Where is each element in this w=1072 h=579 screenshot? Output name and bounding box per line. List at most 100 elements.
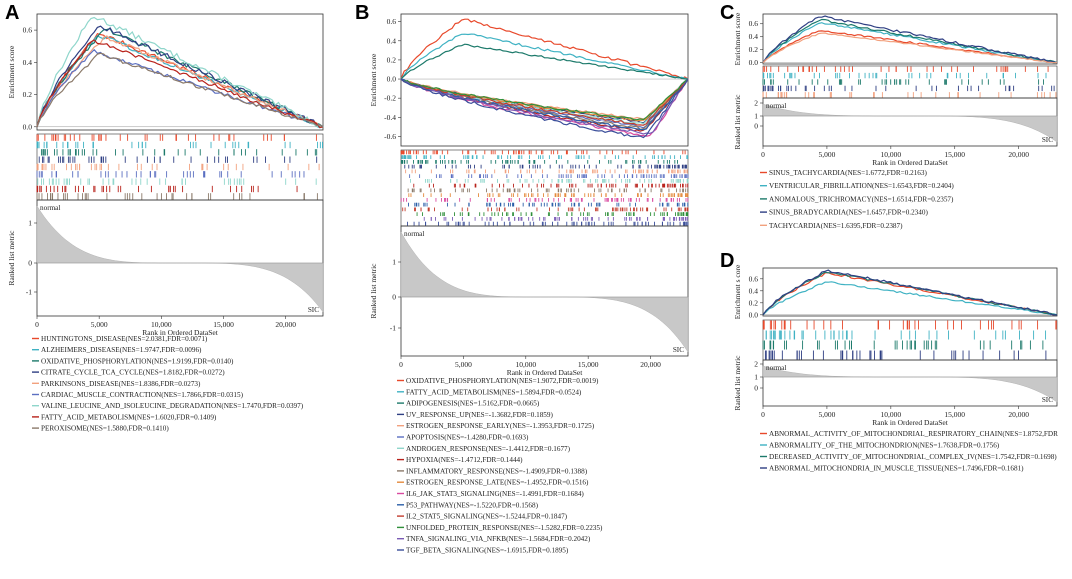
es-curve-16 xyxy=(400,78,689,139)
xlabel: Rank in Ordered DataSet xyxy=(872,418,949,427)
es-ytick-label: 0.2 xyxy=(387,55,397,64)
panel-a-ranked-metric: 1 0 -1 Ranked list metric normal SIC 0 5,000 10,… xyxy=(7,199,324,337)
rank-ylabel: Ranked list metric xyxy=(733,355,742,411)
rank-ytick-label: 2 xyxy=(754,360,758,369)
panel-a-legend: HUNTINGTONS_DISEASE(NES=2.0381,FDR=0.007… xyxy=(32,335,304,433)
es-ytick-label: 0.0 xyxy=(387,75,397,84)
xtick-label: 15,000 xyxy=(944,150,965,159)
panel-d: D 0.6 0.4 0.2 0.0 Enrichment s core 2 1 0 Ranke… xyxy=(720,250,1058,473)
panel-c-es-plot: 0.6 0.4 0.2 0.0 Enrichment score xyxy=(733,12,1058,67)
rank-ytick-label: 0 xyxy=(754,122,758,131)
es-curve-5 xyxy=(762,32,1057,64)
es-curve-2 xyxy=(762,281,1058,316)
legend-entry: OXIDATIVE_PHOSPHORYLATION(NES=1.9072,FDR… xyxy=(406,377,599,385)
rank-top-label: normal xyxy=(404,230,424,238)
es-ylabel: Enrichment score xyxy=(733,12,742,65)
rank-ytick-label: -1 xyxy=(390,324,396,333)
xtick-label: 15,000 xyxy=(944,410,965,419)
panel-a: A 0.0 0.2 0.4 0.6 Enrichment score 1 0 -1 Ranke… xyxy=(5,2,324,433)
legend-entry: ESTROGEN_RESPONSE_LATE(NES=-1.4952,FDR=0… xyxy=(406,479,589,487)
legend-entry: ANOMALOUS_TRICHROMACY(NES=1.6514,FDR=0.2… xyxy=(769,195,954,203)
panel-a-es-plot: 0.0 0.2 0.4 0.6 Enrichment score xyxy=(7,13,324,131)
legend-entry: VALINE_LEUCINE_AND_ISOLEUCINE_DEGRADATIO… xyxy=(41,402,304,410)
panel-d-es-plot: 0.6 0.4 0.2 0.0 Enrichment s core xyxy=(733,264,1058,319)
legend-entry: CARDIAC_MUSCLE_CONTRACTION(NES=1.7866,FD… xyxy=(41,391,244,399)
rank-ytick-label: 2 xyxy=(754,99,758,108)
rank-bottom-label: SIC xyxy=(308,306,319,314)
rank-ytick-label: 1 xyxy=(754,373,758,382)
legend-entry: UV_RESPONSE_UP(NES=-1.3682,FDR=0.1859) xyxy=(406,411,553,419)
legend-entry: TNFA_SIGNALING_VIA_NFKB(NES=-1.5684,FDR=… xyxy=(406,535,591,543)
xtick-label: 20,000 xyxy=(275,320,296,329)
legend-entry: IL2_STAT5_SIGNALING(NES=-1.5244,FDR=0.18… xyxy=(406,513,568,521)
es-curve-7 xyxy=(36,16,324,128)
legend-entry: ANDROGEN_RESPONSE(NES=-1.4412,FDR=0.1677… xyxy=(406,445,571,453)
es-ytick-label: 0.4 xyxy=(749,286,759,295)
legend-entry: IL6_JAK_STAT3_SIGNALING(NES=-1.4991,FDR=… xyxy=(406,490,584,498)
xtick-label: 5,000 xyxy=(818,150,835,159)
legend-entry: PEROXISOME(NES=1.5880,FDR=0.1410) xyxy=(41,425,169,433)
legend-entry: ALZHEIMERS_DISEASE(NES=1.9747,FDR=0.0096… xyxy=(41,346,202,354)
xtick-label: 10,000 xyxy=(881,410,902,419)
legend-entry: ABNORMALITY_OF_THE_MITOCHONDRION(NES=1.7… xyxy=(769,442,1000,450)
c-es-frame xyxy=(762,13,1058,65)
es-ylabel: Enrichment s core xyxy=(733,264,742,319)
legend-entry: UNFOLDED_PROTEIN_RESPONSE(NES=-1.5282,FD… xyxy=(406,524,603,532)
d-es-frame xyxy=(762,267,1058,317)
legend-entry: HUNTINGTONS_DISEASE(NES=2.0381,FDR=0.007… xyxy=(41,335,208,343)
rank-top-label: normal xyxy=(766,364,786,372)
xtick-label: 5,000 xyxy=(91,320,108,329)
es-curve-8 xyxy=(36,39,324,129)
panel-b: B 0.6 0.4 0.2 0.0 -0.2 -0.4 -0.6 Enrichment sco… xyxy=(355,2,689,555)
es-ytick-label: 0.2 xyxy=(23,90,33,99)
legend-entry: FATTY_ACID_METABOLISM(NES=1.6020,FDR=0.1… xyxy=(41,413,217,421)
xtick-label: 15,000 xyxy=(213,320,234,329)
ranked-metric-area xyxy=(36,205,324,313)
es-curve-3 xyxy=(400,43,689,80)
xtick-label: 5,000 xyxy=(818,410,835,419)
rank-ylabel: Ranked list metric xyxy=(369,263,378,319)
es-curve-4 xyxy=(762,269,1058,316)
es-curve-14 xyxy=(400,78,689,121)
legend-entry: ABNORMAL_ACTIVITY_OF_MITOCHONDRIAL_RESPI… xyxy=(769,430,1058,438)
legend-entry: INFLAMMATORY_RESPONSE(NES=-1.4909,FDR=0.… xyxy=(406,467,588,475)
es-ytick-label: 0.2 xyxy=(749,45,759,54)
panel-a-letter: A xyxy=(5,2,19,24)
rank-ylabel: Ranked list metric xyxy=(733,94,742,150)
panel-c-hit-barcodes xyxy=(762,65,1058,99)
es-curve-4 xyxy=(762,15,1058,64)
rank-ytick-label: 1 xyxy=(392,258,396,267)
a-es-frame xyxy=(36,13,324,131)
rank-ytick-label: 0 xyxy=(754,384,758,393)
xlabel: Rank in Ordered DataSet xyxy=(142,328,219,337)
xtick-label: 15,000 xyxy=(578,360,599,369)
legend-entry: TGF_BETA_SIGNALING(NES=-1.6915,FDR=0.189… xyxy=(406,547,569,555)
legend-entry: DECREASED_ACTIVITY_OF_MITOCHONDRIAL_COMP… xyxy=(769,453,1057,461)
legend-entry: ADIPOGENESIS(NES=1.5162,FDR=0.0665) xyxy=(406,400,540,408)
rank-ytick-label: 0 xyxy=(392,293,396,302)
rank-ylabel: Ranked list metric xyxy=(7,230,16,286)
xtick-label: 20,000 xyxy=(1008,150,1029,159)
es-curve-1 xyxy=(400,18,689,80)
panel-c-legend: SINUS_TACHYCARDIA(NES=1.6772,FDR=0.2163)… xyxy=(760,169,954,230)
legend-entry: VENTRICULAR_FIBRILLATION(NES=1.6543,FDR=… xyxy=(769,182,954,190)
panel-a-hit-barcodes xyxy=(36,133,324,201)
panel-b-es-plot: 0.6 0.4 0.2 0.0 -0.2 -0.4 -0.6 Enrichment score xyxy=(369,13,689,147)
legend-entry: TACHYCARDIA(NES=1.6395,FDR=0.2387) xyxy=(769,222,903,230)
legend-entry: ABNORMAL_MITOCHONDRIA_IN_MUSCLE_TISSUE(N… xyxy=(769,465,1024,473)
legend-entry: HYPOXIA(NES=-1.4712,FDR=0.1444) xyxy=(406,456,523,464)
xtick-label: 10,000 xyxy=(515,360,536,369)
es-ylabel: Enrichment score xyxy=(7,45,16,98)
xtick-label: 20,000 xyxy=(640,360,661,369)
xtick-label: 0 xyxy=(761,410,765,419)
panel-b-letter: B xyxy=(355,2,369,24)
es-ytick-label: 0.0 xyxy=(749,58,759,67)
es-ytick-label: 0.6 xyxy=(749,274,759,283)
xlabel: Rank in Ordered DataSet xyxy=(872,158,949,167)
xtick-label: 0 xyxy=(761,150,765,159)
es-curve-5 xyxy=(400,78,689,120)
es-ytick-label: 0.4 xyxy=(23,58,33,67)
es-ytick-label: 0.0 xyxy=(749,310,759,319)
